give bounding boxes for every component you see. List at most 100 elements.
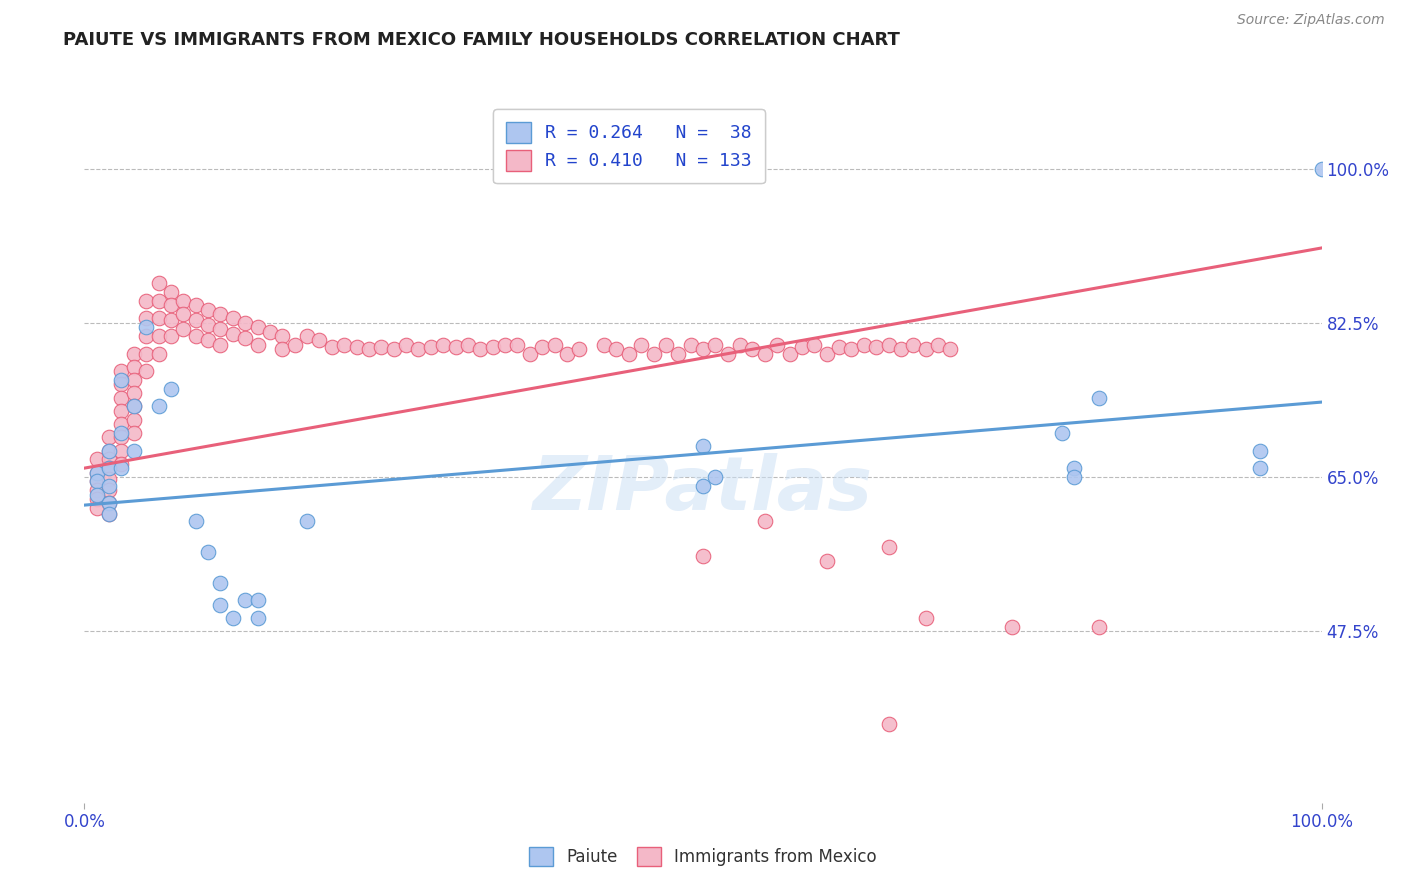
Point xyxy=(122,359,145,374)
Point xyxy=(444,340,467,354)
Point xyxy=(110,391,132,405)
Point xyxy=(86,500,108,515)
Point xyxy=(1310,161,1333,176)
Point xyxy=(209,307,232,321)
Point xyxy=(1063,461,1085,475)
Point xyxy=(543,338,565,352)
Point xyxy=(148,293,170,308)
Point xyxy=(122,425,145,440)
Point xyxy=(370,340,392,354)
Point xyxy=(246,338,269,352)
Point xyxy=(148,400,170,414)
Point xyxy=(160,298,183,312)
Point xyxy=(86,491,108,506)
Point xyxy=(98,496,121,510)
Point xyxy=(1063,470,1085,484)
Point xyxy=(98,443,121,458)
Point xyxy=(692,343,714,357)
Point xyxy=(197,302,219,317)
Point xyxy=(86,475,108,489)
Point xyxy=(110,404,132,418)
Point xyxy=(692,479,714,493)
Point xyxy=(357,343,380,357)
Point xyxy=(110,430,132,444)
Point xyxy=(148,276,170,290)
Point xyxy=(122,346,145,360)
Point xyxy=(148,346,170,360)
Point xyxy=(98,461,121,475)
Point xyxy=(790,340,813,354)
Point xyxy=(148,311,170,326)
Point xyxy=(172,307,194,321)
Text: ZIPatlas: ZIPatlas xyxy=(533,453,873,526)
Point xyxy=(1249,461,1271,475)
Point xyxy=(717,346,740,360)
Point xyxy=(98,507,121,521)
Point xyxy=(333,338,356,352)
Point xyxy=(506,338,529,352)
Point xyxy=(1050,425,1073,440)
Point xyxy=(135,320,157,334)
Point xyxy=(259,325,281,339)
Point xyxy=(122,373,145,387)
Point xyxy=(86,466,108,480)
Point xyxy=(408,343,430,357)
Point xyxy=(766,338,789,352)
Point xyxy=(1001,620,1024,634)
Point xyxy=(135,364,157,378)
Point xyxy=(728,338,751,352)
Point xyxy=(172,293,194,308)
Point xyxy=(160,313,183,327)
Point xyxy=(877,338,900,352)
Point xyxy=(655,338,678,352)
Point xyxy=(346,340,368,354)
Point xyxy=(110,457,132,471)
Point xyxy=(666,346,689,360)
Point xyxy=(271,343,294,357)
Point xyxy=(395,338,418,352)
Point xyxy=(197,545,219,559)
Point xyxy=(815,346,838,360)
Point xyxy=(110,417,132,431)
Point xyxy=(98,507,121,521)
Point xyxy=(877,716,900,731)
Legend: R = 0.264   N =  38, R = 0.410   N = 133: R = 0.264 N = 38, R = 0.410 N = 133 xyxy=(494,109,765,184)
Point xyxy=(605,343,627,357)
Point xyxy=(828,340,851,354)
Point xyxy=(122,400,145,414)
Point xyxy=(246,320,269,334)
Point xyxy=(494,338,516,352)
Text: Source: ZipAtlas.com: Source: ZipAtlas.com xyxy=(1237,13,1385,28)
Point xyxy=(284,338,307,352)
Point xyxy=(98,496,121,510)
Point xyxy=(98,430,121,444)
Point xyxy=(86,475,108,489)
Point xyxy=(110,443,132,458)
Point xyxy=(135,293,157,308)
Point xyxy=(160,329,183,343)
Point xyxy=(692,439,714,453)
Point xyxy=(704,338,727,352)
Point xyxy=(877,541,900,555)
Point xyxy=(741,343,763,357)
Point xyxy=(470,343,492,357)
Point xyxy=(841,343,863,357)
Point xyxy=(184,329,207,343)
Point xyxy=(98,443,121,458)
Point xyxy=(122,386,145,401)
Text: PAIUTE VS IMMIGRANTS FROM MEXICO FAMILY HOUSEHOLDS CORRELATION CHART: PAIUTE VS IMMIGRANTS FROM MEXICO FAMILY … xyxy=(63,31,900,49)
Point xyxy=(593,338,616,352)
Point xyxy=(630,338,652,352)
Point xyxy=(457,338,479,352)
Point xyxy=(86,452,108,467)
Point xyxy=(135,346,157,360)
Point xyxy=(110,461,132,475)
Point xyxy=(246,611,269,625)
Point xyxy=(308,334,330,348)
Point xyxy=(110,377,132,392)
Legend: Paiute, Immigrants from Mexico: Paiute, Immigrants from Mexico xyxy=(522,838,884,875)
Point xyxy=(209,338,232,352)
Point xyxy=(209,575,232,590)
Point xyxy=(754,346,776,360)
Point xyxy=(86,466,108,480)
